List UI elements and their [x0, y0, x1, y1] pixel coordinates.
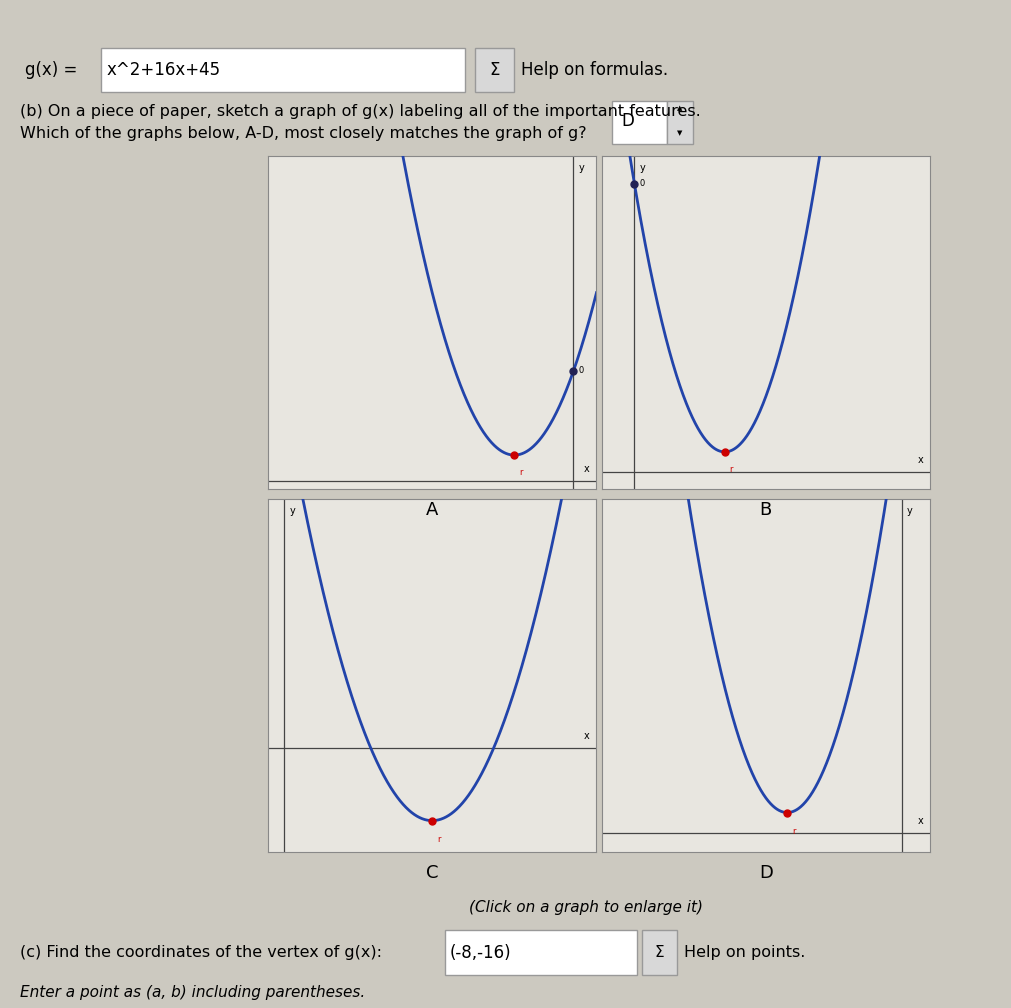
Text: Help on points.: Help on points. [684, 946, 806, 960]
Text: B: B [759, 501, 772, 519]
Text: (-8,-16): (-8,-16) [450, 943, 512, 962]
Text: y: y [907, 506, 912, 516]
Text: A: A [426, 501, 439, 519]
Text: D: D [622, 112, 635, 130]
Text: r: r [437, 835, 441, 844]
FancyBboxPatch shape [101, 47, 465, 92]
Text: Σ: Σ [654, 946, 664, 960]
Text: (c) Find the coordinates of the vertex of g(x):: (c) Find the coordinates of the vertex o… [20, 946, 382, 960]
Text: Enter a point as (a, b) including parentheses.: Enter a point as (a, b) including parent… [20, 986, 365, 1000]
Text: 0: 0 [578, 366, 583, 375]
Text: (b) On a piece of paper, sketch a graph of g(x) labeling all of the important fe: (b) On a piece of paper, sketch a graph … [20, 104, 701, 119]
FancyBboxPatch shape [667, 101, 693, 143]
Text: Σ: Σ [489, 60, 499, 79]
Text: (Click on a graph to enlarge it): (Click on a graph to enlarge it) [469, 900, 704, 915]
Text: y: y [639, 163, 645, 173]
Text: D: D [759, 864, 772, 882]
Text: r: r [793, 827, 796, 836]
Text: ▼: ▼ [677, 130, 682, 136]
Text: x: x [584, 465, 590, 475]
FancyBboxPatch shape [642, 929, 677, 976]
Text: x^2+16x+45: x^2+16x+45 [106, 60, 220, 79]
Text: 0: 0 [639, 179, 645, 188]
Text: ▲: ▲ [677, 106, 682, 112]
Text: r: r [520, 469, 523, 478]
Text: r: r [730, 466, 733, 474]
Text: x: x [918, 816, 923, 827]
Text: C: C [426, 864, 439, 882]
Text: y: y [578, 163, 584, 173]
FancyBboxPatch shape [475, 47, 514, 92]
Text: x: x [918, 455, 923, 465]
Text: y: y [289, 506, 295, 516]
Text: g(x) =: g(x) = [25, 60, 78, 79]
FancyBboxPatch shape [445, 929, 637, 976]
FancyBboxPatch shape [612, 101, 667, 143]
Text: Which of the graphs below, A-D, most closely matches the graph of g?: Which of the graphs below, A-D, most clo… [20, 126, 586, 141]
Text: Help on formulas.: Help on formulas. [521, 60, 668, 79]
Text: x: x [584, 731, 590, 741]
